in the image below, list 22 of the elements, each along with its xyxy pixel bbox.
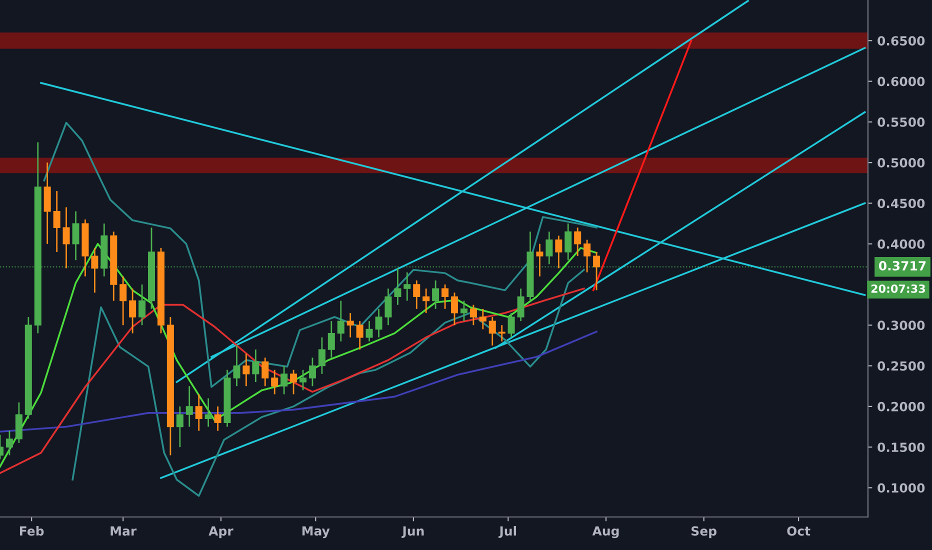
y-tick-label: 0.4000 <box>878 239 925 249</box>
y-tick-label: 0.5500 <box>878 117 925 127</box>
x-tick-label: Jun <box>402 526 424 538</box>
y-tick-label: 0.1500 <box>878 442 925 452</box>
y-tick-label: 0.4500 <box>878 198 925 208</box>
x-tick-label: Jul <box>498 526 516 538</box>
y-tick-label: 0.2500 <box>878 361 925 371</box>
y-tick-label: 0.3000 <box>878 320 925 330</box>
y-tick-label: 0.1000 <box>878 483 925 493</box>
y-tick-label: 0.6500 <box>878 36 925 46</box>
x-tick-label: Aug <box>592 526 619 538</box>
x-tick-label: Sep <box>692 526 716 538</box>
x-tick-label: Mar <box>110 526 137 536</box>
y-tick-label: 0.5000 <box>878 158 925 168</box>
x-tick-label: Feb <box>20 526 44 536</box>
x-tick-label: Oct <box>787 526 810 536</box>
y-tick-label: 0.2000 <box>878 402 925 412</box>
x-tick-label: Apr <box>208 526 234 538</box>
text: 20:07:33 <box>871 284 925 293</box>
y-tick-label: 0.6000 <box>878 76 925 86</box>
ref-line-label: 0.3717 <box>878 261 926 270</box>
x-tick-label: May <box>302 526 330 538</box>
